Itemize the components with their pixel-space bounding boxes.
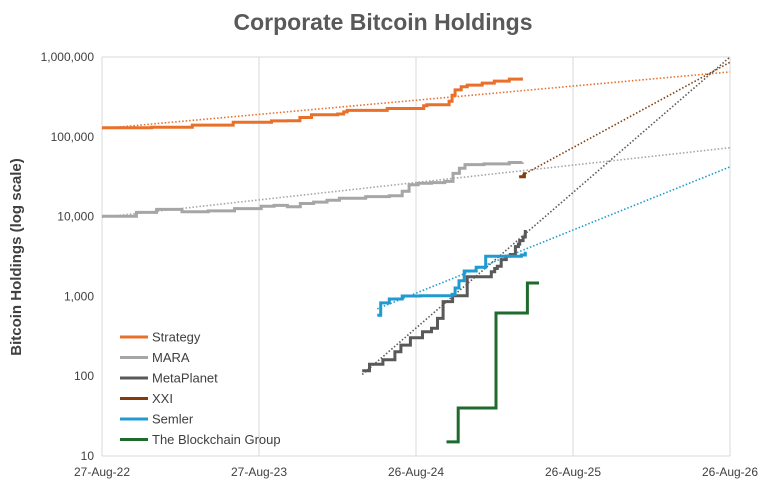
y-tick-label: 10 xyxy=(81,449,95,463)
x-tick-label: 26-Aug-24 xyxy=(388,465,444,479)
series-line-strategy xyxy=(102,77,523,130)
y-axis-label: Bitcoin Holdings (log scale) xyxy=(8,158,25,356)
y-tick-label: 1,000,000 xyxy=(41,50,95,64)
series-line-xxi xyxy=(519,172,526,179)
series-line-metaplanet xyxy=(362,230,527,373)
x-tick-label: 27-Aug-23 xyxy=(231,465,287,479)
x-tick-label: 27-Aug-22 xyxy=(74,465,130,479)
series-line-semler xyxy=(377,251,527,317)
legend-label: Semler xyxy=(152,412,194,427)
legend-label: MARA xyxy=(152,350,190,365)
x-tick-label: 26-Aug-26 xyxy=(702,465,758,479)
trendline-mara xyxy=(101,146,731,219)
x-tick-label: 26-Aug-25 xyxy=(545,465,601,479)
trendline-xxi xyxy=(518,61,731,178)
y-tick-label: 100,000 xyxy=(51,130,95,144)
trendline-strategy xyxy=(101,71,731,130)
chart-title: Corporate Bitcoin Holdings xyxy=(234,9,533,35)
y-tick-label: 100 xyxy=(74,369,94,383)
legend: Strategy MARA MetaPlanet XXI Semler The Block… xyxy=(120,330,281,447)
series-line-mara xyxy=(102,161,524,218)
x-axis: 27-Aug-22 27-Aug-23 26-Aug-24 26-Aug-25 26-A… xyxy=(74,465,758,479)
legend-label: The Blockchain Group xyxy=(152,432,281,447)
y-tick-label: 10,000 xyxy=(57,210,94,224)
y-tick-label: 1,000 xyxy=(64,289,94,303)
y-axis: 10 100 1,000 10,000 100,000 1,000,000 xyxy=(41,50,95,463)
legend-label: MetaPlanet xyxy=(152,371,218,386)
series-lines xyxy=(102,77,539,444)
series-line-the-blockchain-group xyxy=(446,281,539,444)
trendline-metaplanet xyxy=(361,56,731,376)
trendlines xyxy=(101,56,731,376)
legend-label: XXI xyxy=(152,391,173,406)
legend-label: Strategy xyxy=(152,330,201,345)
trendline-semler xyxy=(376,166,731,310)
